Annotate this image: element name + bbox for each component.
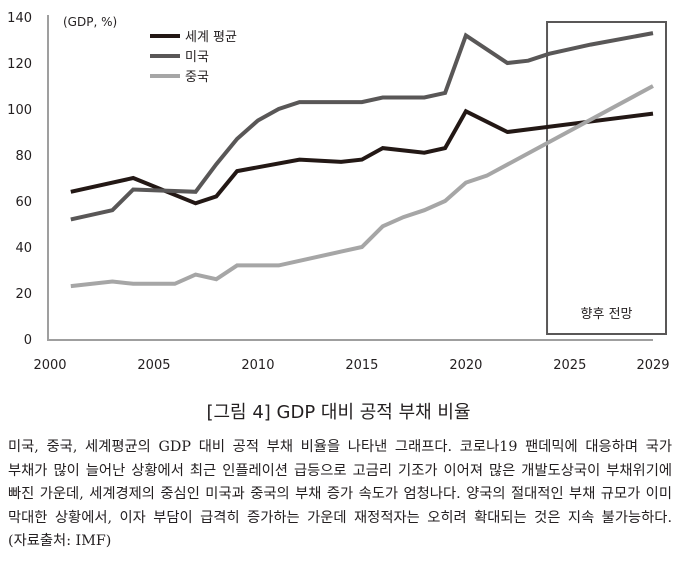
series-lines: [70, 31, 654, 289]
y-tick-labels: 0 20 40 60 80 100 120 140: [7, 11, 32, 348]
x-tick-labels: 2000 2005 2010 2015 2020 2025 2029: [33, 358, 669, 373]
y-tick-label: 60: [15, 195, 32, 210]
x-tick-label: 2029: [636, 358, 669, 373]
legend-label: 세계 평균: [185, 30, 237, 45]
y-tick-label: 40: [15, 241, 32, 256]
x-tick-label: 2015: [345, 358, 378, 373]
figure-description: 미국, 중국, 세계평균의 GDP 대비 공적 부채 비율을 나타낸 그래프다.…: [8, 439, 672, 550]
y-tick-label: 140: [7, 11, 32, 26]
debt-ratio-chart: 향후 전망 0 20 40 60 80 100 120 140 2000 2005 2010 201…: [7, 11, 669, 373]
forecast-box: [546, 21, 667, 335]
y-tick-label: 80: [15, 149, 32, 164]
y-tick-label: 100: [7, 103, 32, 118]
y-tick-label: 0: [24, 333, 32, 348]
series-line-2: [70, 31, 654, 222]
legend-label: 미국: [185, 50, 209, 65]
x-tick-label: 2000: [33, 358, 66, 373]
x-tick-label: 2025: [553, 358, 586, 373]
series-line-1: [70, 108, 654, 206]
legend-label: 중국: [185, 70, 209, 85]
unit-label: (GDP, %): [63, 15, 117, 29]
series-line-3: [70, 84, 654, 289]
y-tick-label: 20: [15, 287, 32, 302]
forecast-label: 향후 전망: [581, 307, 633, 322]
figure-caption: [그림 4] GDP 대비 공적 부채 비율: [206, 402, 471, 423]
forecast-region: 향후 전망: [546, 21, 667, 335]
x-tick-label: 2010: [241, 358, 274, 373]
y-tick-label: 120: [7, 57, 32, 72]
x-tick-label: 2005: [137, 358, 170, 373]
x-tick-label: 2020: [449, 358, 482, 373]
